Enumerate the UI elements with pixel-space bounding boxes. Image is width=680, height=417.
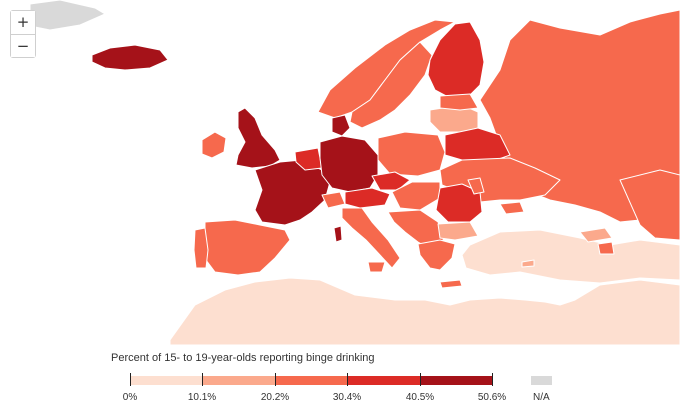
legend-tick-mark — [347, 373, 348, 386]
region-turkey-middle-east[interactable] — [461, 229, 680, 284]
country-austria[interactable] — [344, 187, 391, 209]
country-armenia[interactable] — [597, 241, 615, 255]
legend-bin-5 — [420, 376, 493, 385]
legend-tick-label: 40.5% — [405, 392, 435, 403]
legend-title: Percent of 15- to 19-year-olds reporting… — [111, 352, 375, 364]
country-romania[interactable] — [435, 183, 483, 223]
legend-tick-mark — [202, 373, 203, 386]
country-bulgaria[interactable] — [437, 221, 479, 241]
country-cyprus[interactable] — [521, 259, 535, 268]
country-united-kingdom[interactable] — [235, 107, 281, 169]
country-estonia[interactable] — [439, 93, 479, 111]
country-denmark[interactable] — [331, 114, 351, 137]
country-sicily[interactable] — [367, 261, 386, 273]
legend-bin-4 — [347, 376, 421, 385]
legend-tick-label: 50.6% — [477, 392, 507, 403]
country-switzerland[interactable] — [321, 191, 346, 209]
legend-bin-1 — [130, 376, 203, 385]
country-moldova[interactable] — [467, 177, 485, 195]
country-greece[interactable] — [417, 239, 456, 271]
legend-na-swatch — [531, 376, 552, 385]
country-iceland[interactable] — [91, 44, 169, 71]
europe-choropleth-map[interactable] — [0, 0, 680, 345]
country-poland[interactable] — [377, 131, 446, 177]
country-benelux[interactable] — [294, 147, 323, 171]
legend-color-scale — [130, 376, 493, 385]
region-greenland[interactable] — [29, 0, 106, 31]
country-ireland[interactable] — [201, 131, 227, 159]
country-kazakhstan-region[interactable] — [619, 169, 680, 241]
country-sweden[interactable] — [349, 41, 433, 129]
country-italy[interactable] — [341, 207, 401, 269]
legend-tick-mark — [420, 373, 421, 386]
country-czechia[interactable] — [371, 171, 411, 191]
zoom-out-button[interactable]: − — [11, 34, 35, 57]
legend-bin-3 — [275, 376, 348, 385]
legend-tick-mark — [492, 373, 493, 386]
country-portugal[interactable] — [193, 227, 209, 269]
zoom-in-button[interactable]: + — [11, 11, 35, 34]
country-georgia[interactable] — [579, 227, 613, 243]
country-finland[interactable] — [427, 21, 485, 99]
country-france[interactable] — [254, 159, 331, 226]
legend-tick-label: 0% — [122, 392, 138, 403]
legend-tick-mark — [130, 373, 131, 386]
country-spain[interactable] — [204, 219, 291, 276]
legend-tick-label: 30.4% — [332, 392, 362, 403]
legend-bin-2 — [202, 376, 276, 385]
legend-na-label: N/A — [533, 392, 550, 403]
country-germany[interactable] — [319, 135, 379, 193]
country-sardinia[interactable] — [333, 225, 343, 243]
zoom-control: + − — [10, 10, 36, 58]
country-crimea[interactable] — [499, 201, 525, 215]
legend-tick-mark — [275, 373, 276, 386]
region-north-africa[interactable] — [169, 277, 680, 345]
legend-tick-label: 20.2% — [260, 392, 290, 403]
legend-tick-label: 10.1% — [187, 392, 217, 403]
country-crete[interactable] — [439, 279, 463, 289]
